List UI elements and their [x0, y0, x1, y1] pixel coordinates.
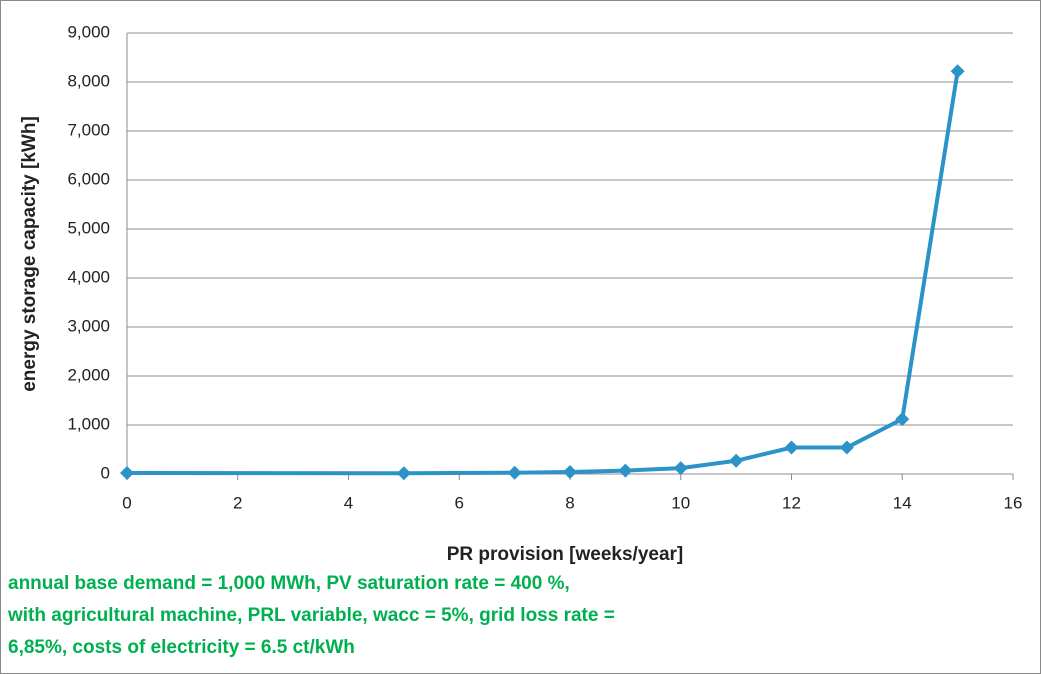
y-tick-label: 4,000 — [67, 267, 110, 286]
y-axis-label: energy storage capacity [kWh] — [19, 116, 40, 392]
x-axis-label: PR provision [weeks/year] — [447, 544, 684, 565]
annotation: 6,85%, costs of electricity = 6.5 ct/kWh — [8, 637, 355, 658]
y-tick-label: 8,000 — [67, 71, 110, 90]
y-tick-label: 5,000 — [67, 218, 110, 237]
data-point — [729, 453, 744, 468]
x-tick-label: 2 — [233, 493, 242, 512]
data-point — [673, 461, 688, 476]
y-tick-label: 0 — [101, 463, 110, 482]
x-tick-label: 16 — [1004, 493, 1023, 512]
x-tick-label: 10 — [671, 493, 690, 512]
y-tick-label: 6,000 — [67, 169, 110, 188]
x-tick-label: 14 — [893, 493, 912, 512]
y-tick-label: 2,000 — [67, 365, 110, 384]
y-tick-label: 3,000 — [67, 316, 110, 335]
data-point — [618, 463, 633, 478]
x-tick-label: 12 — [782, 493, 801, 512]
x-tick-label: 4 — [344, 493, 353, 512]
y-tick-label: 1,000 — [67, 414, 110, 433]
data-point — [396, 466, 411, 481]
x-tick-label: 8 — [565, 493, 574, 512]
data-point — [120, 466, 134, 481]
x-tick-label: 6 — [455, 493, 464, 512]
data-point — [839, 440, 854, 455]
data-point — [950, 64, 965, 79]
y-tick-label: 7,000 — [67, 120, 110, 139]
annotation: annual base demand = 1,000 MWh, PV satur… — [8, 573, 570, 594]
y-tick-label: 9,000 — [67, 22, 110, 41]
x-tick-label: 0 — [122, 493, 131, 512]
data-point — [784, 440, 799, 455]
annotation: with agricultural machine, PRL variable,… — [7, 605, 615, 626]
data-point — [563, 465, 577, 480]
data-point — [895, 412, 910, 427]
data-point — [507, 465, 522, 480]
